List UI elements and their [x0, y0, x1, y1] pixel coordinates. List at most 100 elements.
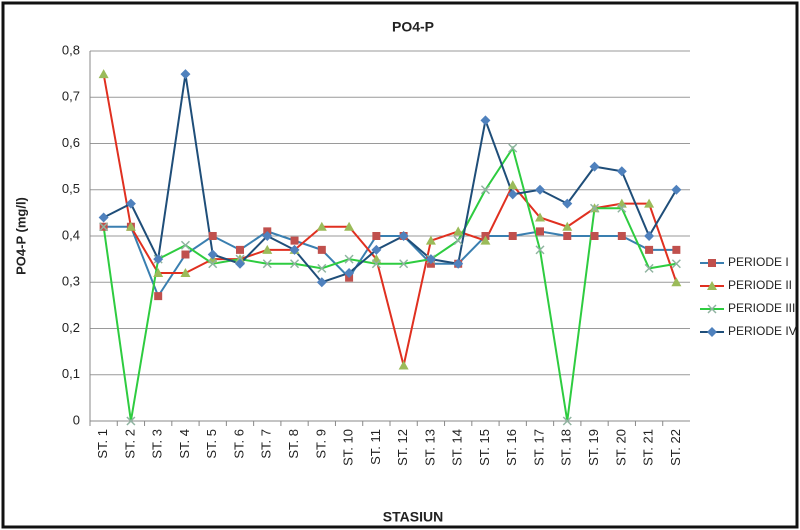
- marker: [508, 143, 518, 153]
- marker: [181, 250, 190, 259]
- series-line: [103, 225, 677, 299]
- x-tick-label: ST. 2: [122, 429, 137, 459]
- x-tick-label: ST. 9: [313, 429, 328, 459]
- y-tick-label: 0,1: [62, 366, 80, 381]
- marker: [180, 69, 191, 80]
- marker: [453, 236, 463, 246]
- marker: [289, 244, 300, 255]
- marker: [535, 245, 545, 255]
- marker: [399, 259, 409, 269]
- series-line: [102, 145, 677, 422]
- marker: [617, 203, 627, 213]
- x-tick-label: ST. 4: [177, 429, 192, 459]
- legend-label: PERIODE II: [728, 278, 792, 292]
- x-tick-label: ST. 15: [477, 429, 492, 466]
- y-tick-label: 0: [73, 412, 80, 427]
- x-tick-label: ST. 22: [668, 429, 683, 466]
- marker: [480, 185, 490, 195]
- marker: [563, 232, 572, 240]
- legend-label: PERIODE III: [728, 301, 795, 315]
- marker: [644, 231, 655, 241]
- x-tick-label: ST. 17: [531, 429, 546, 466]
- marker: [180, 268, 191, 277]
- marker: [507, 180, 518, 190]
- x-tick-label: ST. 7: [259, 429, 274, 459]
- x-tick-label: ST. 1: [95, 429, 110, 459]
- marker: [590, 203, 600, 213]
- marker: [262, 259, 272, 269]
- marker: [236, 245, 244, 254]
- x-tick-label: ST. 12: [395, 429, 410, 466]
- x-tick-label: ST. 14: [450, 429, 465, 466]
- marker: [262, 231, 273, 241]
- legend-marker: [707, 304, 717, 314]
- marker: [645, 245, 654, 254]
- marker: [154, 292, 163, 301]
- marker: [317, 263, 327, 273]
- marker: [371, 259, 381, 269]
- marker: [317, 245, 326, 254]
- marker: [425, 235, 436, 245]
- marker: [262, 244, 273, 254]
- marker: [562, 416, 572, 426]
- y-tick-label: 0,2: [62, 320, 80, 335]
- marker: [235, 258, 245, 269]
- x-tick-label: ST. 18: [559, 429, 574, 466]
- marker: [562, 221, 573, 231]
- marker: [617, 232, 626, 240]
- marker: [589, 161, 600, 172]
- marker: [644, 263, 654, 273]
- marker: [671, 277, 682, 287]
- chart-title: PO4-P: [392, 19, 434, 35]
- marker: [508, 232, 517, 240]
- marker: [99, 222, 109, 232]
- marker: [372, 232, 381, 240]
- x-tick-label: ST. 13: [422, 429, 437, 466]
- y-tick-label: 0,6: [62, 135, 80, 150]
- marker: [398, 231, 409, 241]
- marker: [98, 69, 109, 79]
- marker: [153, 254, 164, 265]
- y-tick-label: 0,8: [62, 42, 80, 57]
- marker: [371, 244, 382, 255]
- marker: [453, 226, 464, 236]
- series-line: [102, 73, 678, 366]
- x-tick-label: ST. 3: [150, 429, 165, 459]
- marker: [98, 212, 109, 223]
- x-tick-label: ST. 10: [341, 429, 356, 466]
- marker: [344, 221, 355, 231]
- marker: [126, 416, 136, 426]
- marker: [590, 232, 599, 240]
- legend-marker: [708, 259, 716, 267]
- x-tick-label: ST. 19: [586, 429, 601, 466]
- marker: [344, 268, 355, 278]
- x-tick-label: ST. 8: [286, 429, 301, 459]
- series-line: [103, 73, 678, 284]
- marker: [480, 235, 491, 245]
- marker: [125, 221, 136, 231]
- y-axis-label: PO4-P (mg/l): [13, 197, 28, 275]
- marker: [290, 259, 300, 269]
- marker: [398, 360, 409, 370]
- x-axis-label: STASIUN: [383, 509, 443, 525]
- marker: [207, 249, 218, 260]
- y-tick-label: 0,7: [62, 89, 80, 104]
- legend-marker: [707, 327, 717, 337]
- marker: [316, 277, 327, 288]
- marker: [290, 236, 299, 245]
- marker: [125, 198, 136, 209]
- marker: [671, 259, 681, 269]
- marker: [208, 259, 218, 269]
- legend-label: PERIODE IV: [728, 324, 797, 338]
- y-tick-label: 0,5: [62, 181, 80, 196]
- y-tick-label: 0,3: [62, 274, 80, 289]
- x-tick-label: ST. 11: [368, 429, 383, 465]
- marker: [425, 254, 436, 265]
- x-tick-label: ST. 21: [641, 429, 656, 466]
- x-tick-label: ST. 5: [204, 429, 219, 459]
- marker: [536, 227, 544, 236]
- marker: [644, 198, 655, 208]
- legend-marker: [707, 281, 717, 290]
